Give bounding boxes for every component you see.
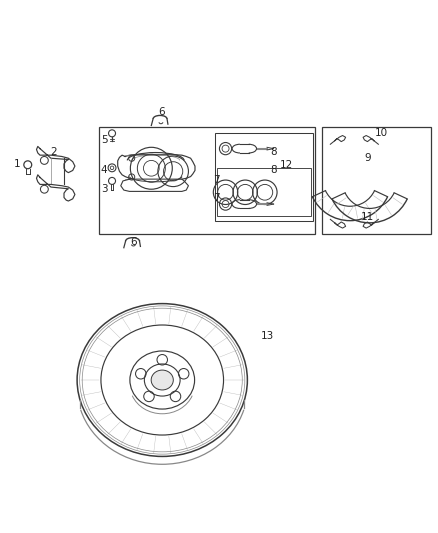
Bar (217, 168, 311, 216)
Text: 7: 7 (213, 192, 220, 203)
Text: 12: 12 (280, 160, 293, 170)
Text: 2: 2 (50, 147, 57, 157)
Text: 4: 4 (101, 165, 107, 175)
Text: 7: 7 (213, 175, 220, 185)
Ellipse shape (151, 370, 173, 390)
Text: 11: 11 (361, 212, 374, 222)
Text: 13: 13 (261, 332, 274, 341)
Text: 8: 8 (270, 147, 277, 157)
Bar (99, 127, 315, 234)
Text: 5: 5 (101, 135, 107, 145)
Text: 1: 1 (14, 159, 21, 169)
Text: 10: 10 (375, 128, 389, 139)
Text: 3: 3 (101, 184, 107, 194)
Bar (321, 127, 431, 234)
Text: 8: 8 (270, 165, 277, 175)
Text: 6: 6 (131, 238, 137, 247)
Text: 9: 9 (364, 153, 371, 163)
Bar (215, 133, 313, 221)
Text: 6: 6 (158, 107, 165, 117)
